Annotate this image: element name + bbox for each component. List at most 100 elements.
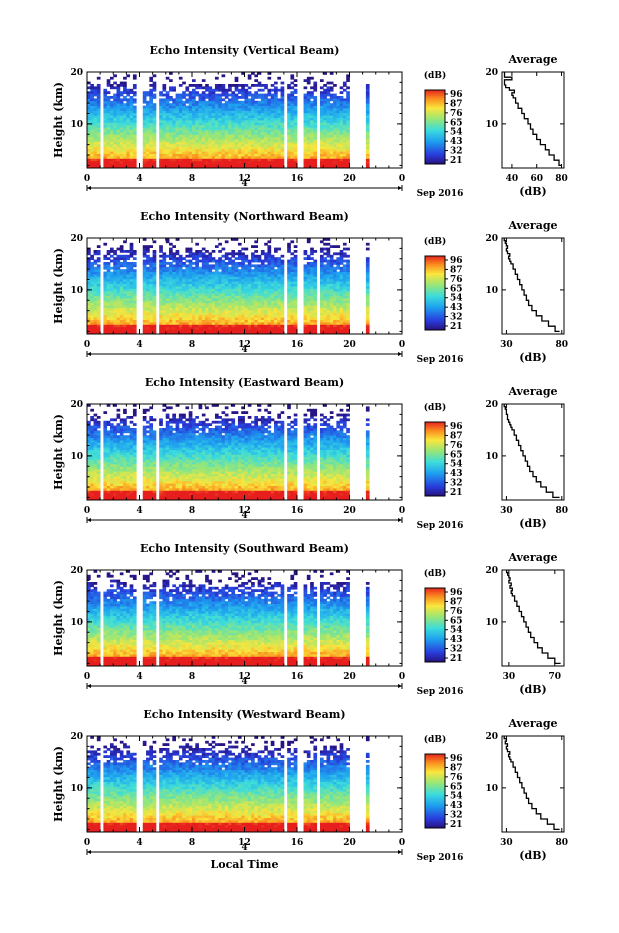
heatmap-cell bbox=[327, 158, 331, 161]
heatmap-cell bbox=[366, 122, 370, 125]
heatmap-cell bbox=[97, 118, 101, 121]
heatmap-cell bbox=[107, 163, 111, 166]
heatmap-cell bbox=[212, 322, 216, 325]
heatmap-cell bbox=[330, 286, 334, 289]
heatmap-cell bbox=[327, 86, 331, 89]
heatmap-cell bbox=[271, 267, 275, 270]
heatmap-cell bbox=[192, 303, 196, 306]
heatmap-cell bbox=[133, 149, 137, 152]
heatmap-cell bbox=[189, 101, 193, 104]
heatmap-cell bbox=[159, 269, 163, 272]
heatmap-cell bbox=[130, 146, 134, 149]
heatmap-cell bbox=[90, 146, 94, 149]
heatmap-cell bbox=[90, 286, 94, 289]
heatmap-cell bbox=[235, 86, 239, 89]
heatmap-cell bbox=[130, 329, 134, 332]
heatmap-cell bbox=[267, 125, 271, 128]
heatmap-cell bbox=[212, 127, 216, 130]
heatmap-cell bbox=[287, 310, 291, 313]
heatmap-cell bbox=[277, 142, 281, 145]
heatmap-cell bbox=[294, 101, 298, 104]
heatmap-cell bbox=[340, 91, 344, 94]
heatmap-cell bbox=[117, 305, 121, 308]
heatmap-cell bbox=[90, 161, 94, 164]
heatmap-cell bbox=[245, 161, 249, 164]
heatmap-cell bbox=[189, 303, 193, 306]
heatmap-cell bbox=[307, 281, 311, 284]
heatmap-cell bbox=[281, 274, 285, 277]
heatmap-cell bbox=[218, 139, 222, 142]
heatmap-cell bbox=[251, 255, 255, 258]
heatmap-cell bbox=[228, 156, 232, 159]
heatmap-cell bbox=[323, 142, 327, 145]
heatmap-cell bbox=[222, 298, 226, 301]
heatmap-cell bbox=[130, 264, 134, 267]
heatmap-cell bbox=[248, 98, 252, 101]
heatmap-cell bbox=[208, 296, 212, 299]
heatmap-cell bbox=[261, 288, 265, 291]
heatmap-cell bbox=[212, 151, 216, 154]
heatmap-cell bbox=[222, 149, 226, 152]
heatmap-cell bbox=[120, 142, 124, 145]
heatmap-cell bbox=[159, 106, 163, 109]
x-tick-label: 4 bbox=[136, 174, 142, 184]
heatmap-cell bbox=[120, 310, 124, 313]
heatmap-cell bbox=[117, 96, 121, 99]
heatmap-cell bbox=[113, 257, 117, 260]
heatmap-cell bbox=[123, 89, 127, 92]
heatmap-cell bbox=[258, 300, 262, 303]
heatmap-cell bbox=[176, 113, 180, 116]
heatmap-cell bbox=[117, 101, 121, 104]
heatmap-cell bbox=[248, 77, 252, 80]
heatmap-cell bbox=[176, 142, 180, 145]
heatmap-cell bbox=[169, 255, 173, 258]
heatmap-cell bbox=[307, 130, 311, 133]
heatmap-cell bbox=[225, 286, 229, 289]
heatmap-cell bbox=[176, 264, 180, 267]
heatmap-cell bbox=[281, 305, 285, 308]
heatmap-cell bbox=[205, 284, 209, 287]
heatmap-cell bbox=[123, 113, 127, 116]
heatmap-cell bbox=[267, 110, 271, 113]
heatmap-cell bbox=[294, 122, 298, 125]
heatmap-cell bbox=[94, 103, 98, 106]
heatmap-cell bbox=[176, 276, 180, 279]
heatmap-cell bbox=[153, 284, 157, 287]
heatmap-cell bbox=[330, 322, 334, 325]
heatmap-cell bbox=[238, 291, 242, 294]
heatmap-cell bbox=[172, 296, 176, 299]
heatmap-cell bbox=[218, 156, 222, 159]
heatmap-cell bbox=[212, 291, 216, 294]
heatmap-cell bbox=[313, 139, 317, 142]
heatmap-cell bbox=[146, 317, 150, 320]
heatmap-cell bbox=[313, 125, 317, 128]
heatmap-cell bbox=[261, 252, 265, 255]
heatmap-cell bbox=[366, 156, 370, 159]
heatmap-cell bbox=[205, 137, 209, 140]
heatmap-cell bbox=[107, 96, 111, 99]
heatmap-cell bbox=[192, 118, 196, 121]
heatmap-cell bbox=[103, 137, 107, 140]
heatmap-cell bbox=[205, 288, 209, 291]
heatmap-cell bbox=[310, 113, 314, 116]
heatmap-cell bbox=[274, 130, 278, 133]
heatmap-cell bbox=[113, 158, 117, 161]
heatmap-cell bbox=[235, 118, 239, 121]
heatmap-cell bbox=[87, 158, 91, 161]
heatmap-cell bbox=[228, 269, 232, 272]
heatmap-cell bbox=[205, 125, 209, 128]
heatmap-cell bbox=[94, 94, 98, 97]
heatmap-cell bbox=[205, 260, 209, 263]
heatmap-cell bbox=[366, 113, 370, 116]
heatmap-cell bbox=[281, 322, 285, 325]
heatmap-cell bbox=[179, 113, 183, 116]
heatmap-cell bbox=[172, 272, 176, 275]
heatmap-cell bbox=[212, 317, 216, 320]
heatmap-cell bbox=[251, 303, 255, 306]
heatmap-cell bbox=[143, 255, 147, 258]
heatmap-cell bbox=[126, 113, 130, 116]
heatmap-cell bbox=[143, 132, 147, 135]
heatmap-cell bbox=[208, 94, 212, 97]
heatmap-cell bbox=[107, 151, 111, 154]
heatmap-cell bbox=[248, 144, 252, 147]
